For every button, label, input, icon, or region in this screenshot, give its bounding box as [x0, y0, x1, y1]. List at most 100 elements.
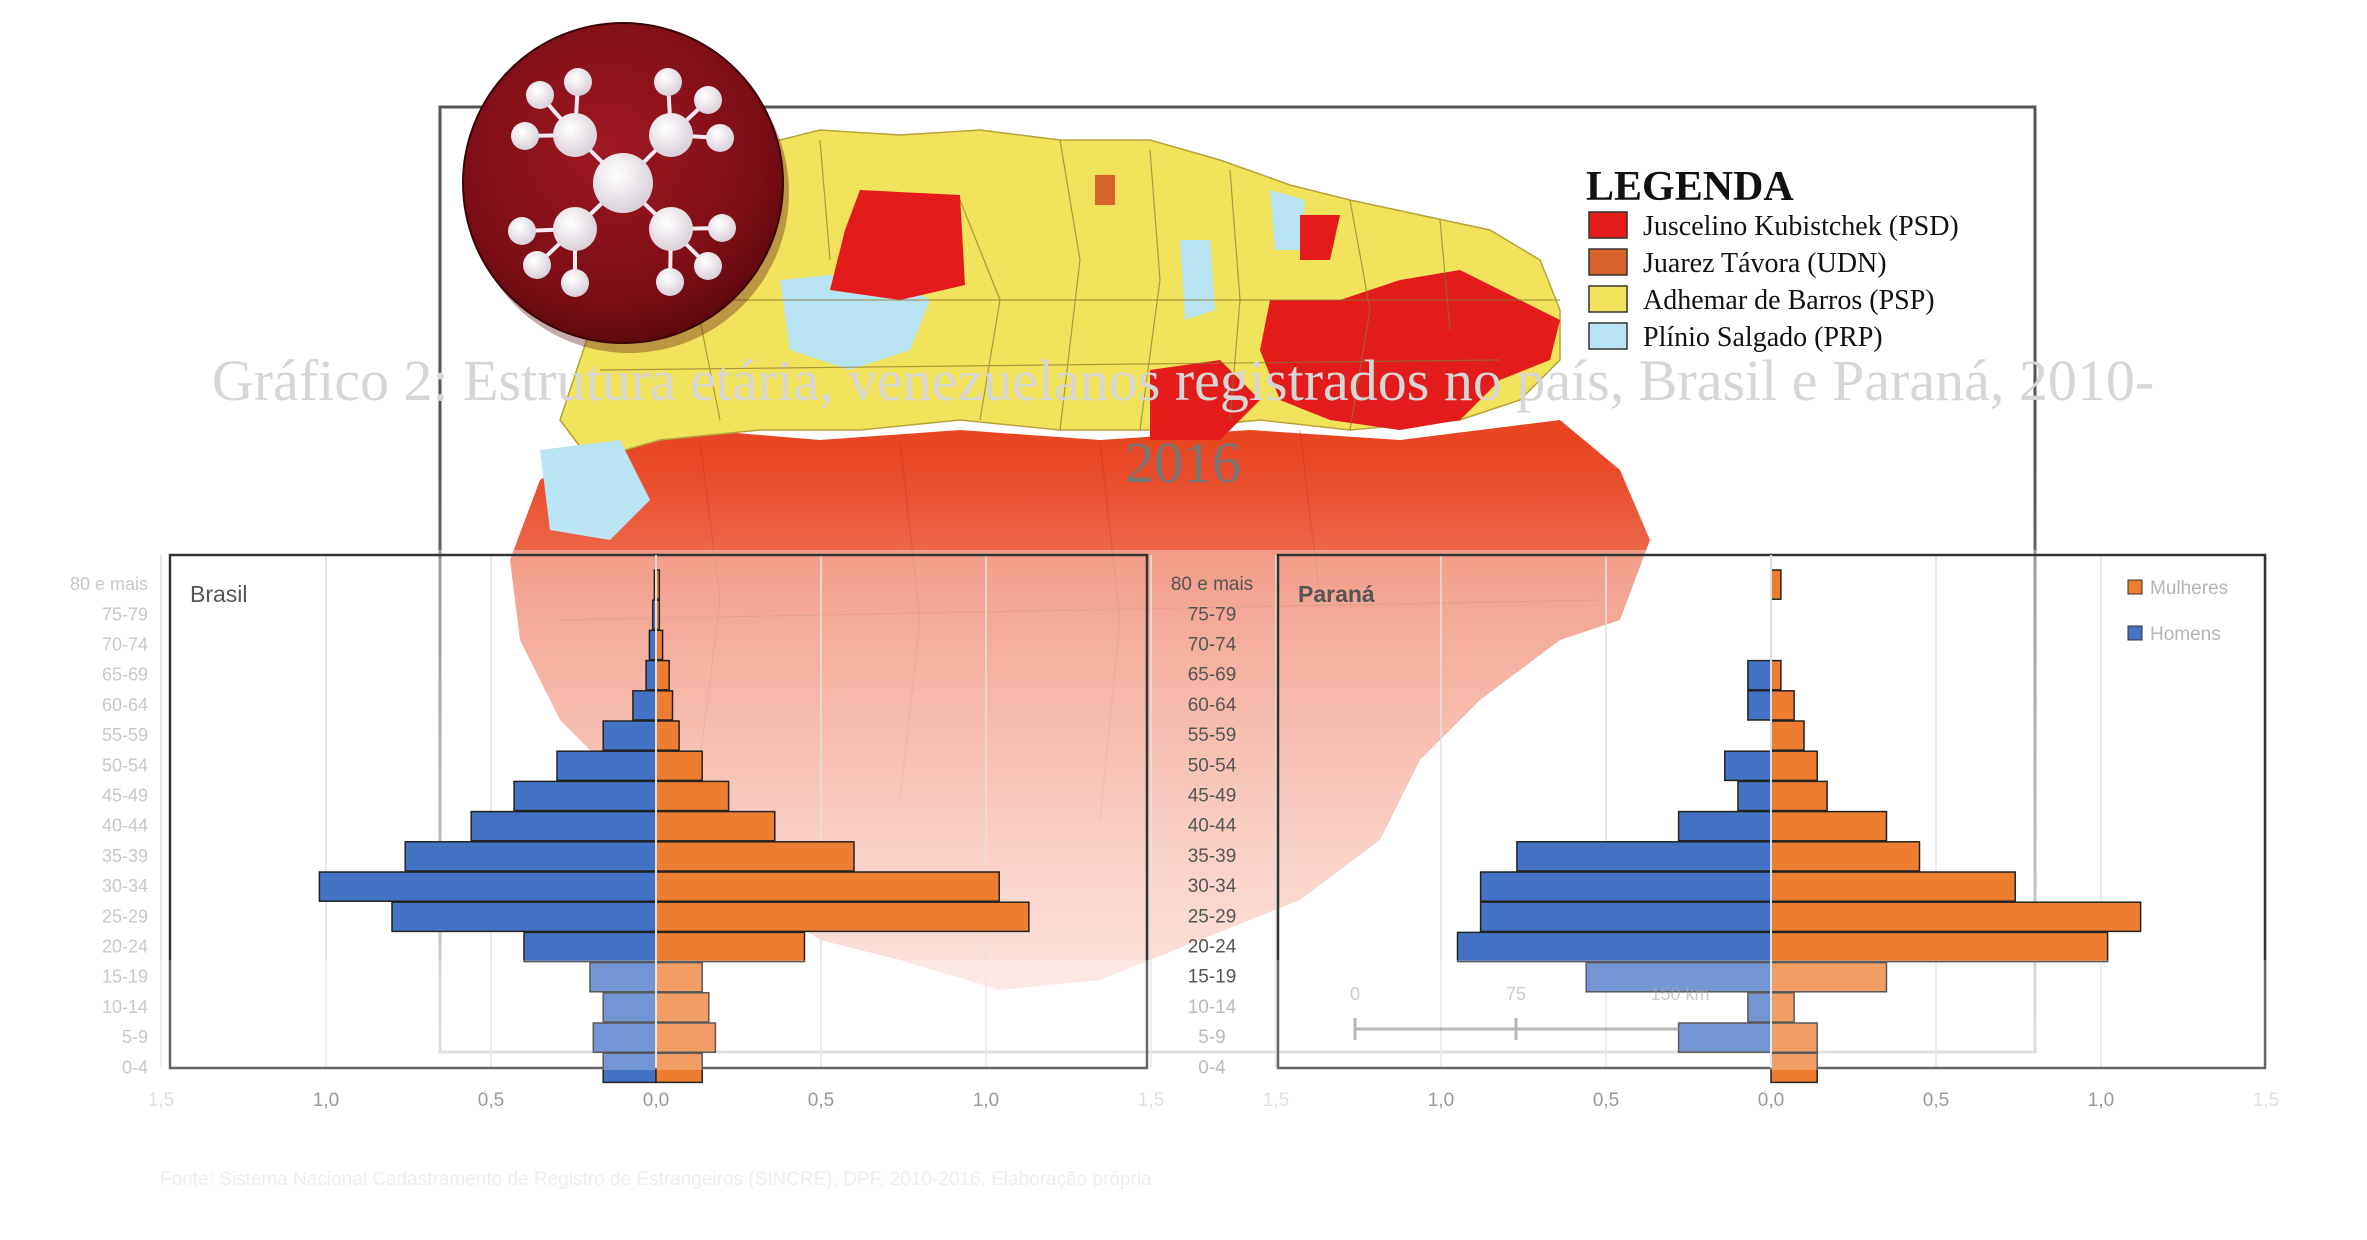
y-label-left: 55-59: [102, 725, 148, 745]
y-label-left: 80 e mais: [70, 574, 148, 594]
map-blue-area-3: [1270, 190, 1305, 250]
bar-homens-20-24: [523, 931, 657, 963]
bar-homens-60-64: [1747, 690, 1772, 721]
scale-label-75: 75: [1506, 984, 1526, 1004]
scale-label-150: 150 km: [1650, 984, 1709, 1004]
bar-homens-20-24: [1456, 931, 1772, 963]
bar-mulheres-30-34: [1770, 871, 2016, 902]
map-red-area-2: [1260, 270, 1560, 430]
chart-legend-swatch: [2127, 625, 2143, 641]
chart-title-line2: 2016: [1125, 430, 1241, 495]
bar-homens-50-54: [556, 750, 657, 782]
bar-mulheres-25-29: [1770, 901, 2142, 933]
bar-mulheres-0-4: [1770, 1052, 1818, 1084]
map-scale-bar: 0 75 150 km: [1350, 984, 1710, 1040]
bar-homens-40-44: [1677, 810, 1772, 842]
y-label-center: 70-74: [1188, 635, 1237, 656]
bar-mulheres-50-54: [1770, 750, 1818, 782]
chart-legend-label: Mulheres: [2150, 578, 2228, 599]
map-legend-label: Plínio Salgado (PRP): [1643, 322, 1883, 353]
map-legend-label: Juscelino Kubistchek (PSD): [1643, 211, 1959, 242]
bar-homens-30-34: [318, 871, 657, 902]
panel-title: Paraná: [1298, 581, 1375, 607]
x-tick-label: 0,5: [1923, 1090, 1949, 1111]
y-label-left: 25-29: [102, 906, 148, 926]
map-blue-area-4: [540, 440, 650, 540]
bar-homens-55-59: [602, 720, 657, 751]
map-legend-label: Juarez Távora (UDN): [1643, 248, 1887, 279]
y-label-center: 15-19: [1188, 967, 1237, 988]
y-label-center: 45-49: [1188, 786, 1237, 807]
chart-title-line1: Gráfico 2: Estrutura etária, venezuelano…: [212, 348, 2154, 413]
bar-mulheres-40-44: [1770, 810, 1888, 842]
y-label-center: 60-64: [1188, 695, 1237, 716]
bar-mulheres-15-19: [655, 961, 703, 993]
bar-homens-65-69: [1747, 659, 1772, 691]
bar-mulheres-20-24: [1770, 931, 2109, 963]
bar-mulheres-60-64: [655, 690, 674, 721]
y-label-center: 35-39: [1188, 846, 1237, 867]
bar-homens-35-39: [1516, 841, 1772, 872]
bar-mulheres-55-59: [1770, 720, 1805, 751]
y-label-center: 10-14: [1188, 997, 1237, 1018]
y-label-left: 65-69: [102, 665, 148, 685]
y-label-center: 55-59: [1188, 725, 1237, 746]
bar-homens-25-29: [1479, 901, 1772, 933]
y-label-left: 40-44: [102, 816, 148, 836]
y-label-center: 20-24: [1188, 937, 1237, 958]
y-label-center: 40-44: [1188, 816, 1237, 837]
map-red-area-4: [1300, 215, 1340, 260]
y-label-center: 5-9: [1198, 1027, 1225, 1048]
y-label-center: 80 e mais: [1171, 574, 1253, 595]
map-borders: [599, 139, 1560, 431]
chart-legend-label: Homens: [2150, 624, 2221, 645]
map-red-area-1: [830, 190, 965, 300]
bar-mulheres-65-69: [1770, 659, 1782, 691]
y-label-left: 20-24: [102, 937, 148, 957]
bar-homens-60-64: [632, 690, 657, 721]
y-label-left: 60-64: [102, 695, 148, 715]
y-label-center: 50-54: [1188, 755, 1237, 776]
y-label-left: 15-19: [102, 967, 148, 987]
scale-label-0: 0: [1350, 984, 1360, 1004]
x-tick-label: 0,5: [808, 1090, 834, 1111]
bar-mulheres-5-9: [1770, 1022, 1818, 1053]
bar-homens-35-39: [404, 841, 657, 872]
map-legend-label: Adhemar de Barros (PSP): [1643, 285, 1935, 316]
bar-homens-25-29: [391, 901, 657, 933]
y-label-left: 45-49: [102, 786, 148, 806]
bar-homens-50-54: [1724, 750, 1772, 782]
panel-title: Brasil: [190, 581, 248, 607]
x-tick-label: 1,0: [313, 1090, 339, 1111]
y-label-left: 35-39: [102, 846, 148, 866]
y-label-left: 5-9: [122, 1027, 148, 1047]
bar-mulheres-45-49: [655, 780, 730, 812]
pyramid-panel-parana: Paraná 1,5 1,0 0,5 0,0 0,5 1,0 1,5: [1263, 553, 2279, 1111]
bar-homens-45-49: [513, 780, 657, 812]
y-label-center: 30-34: [1188, 876, 1237, 897]
bar-mulheres-50-54: [655, 750, 703, 782]
map-legend-swatch: [1588, 322, 1628, 350]
x-tick-label: 1,5: [1138, 1090, 1164, 1111]
y-label-left: 10-14: [102, 997, 148, 1017]
map-legend-swatch: [1588, 211, 1628, 239]
bar-mulheres-25-29: [655, 901, 1030, 933]
map-legend-swatch: [1588, 248, 1628, 276]
y-label-left: 75-79: [102, 604, 148, 624]
map-legend-swatch: [1588, 285, 1628, 313]
map-blue-area-2: [1180, 240, 1215, 320]
pyramid-panel-brasil: Brasil 1,5 1,0 0,5 0,0 0,5 1,0 1,5: [148, 553, 1164, 1111]
y-label-center: 75-79: [1188, 604, 1237, 625]
bar-homens-30-34: [1479, 871, 1772, 902]
y-label-center: 0-4: [1198, 1057, 1226, 1078]
bar-homens-15-19: [1585, 961, 1772, 993]
bar-homens-5-9: [1677, 1022, 1772, 1053]
bar-homens-5-9: [592, 1022, 657, 1053]
map-legend-title: LEGENDA: [1586, 164, 1794, 210]
x-tick-label: 1,5: [2253, 1090, 2279, 1111]
x-tick-label: 1,0: [2088, 1090, 2114, 1111]
x-tick-label: 0,5: [1593, 1090, 1619, 1111]
bar-mulheres-65-69: [655, 659, 670, 691]
x-tick-label: 0,0: [643, 1090, 669, 1111]
